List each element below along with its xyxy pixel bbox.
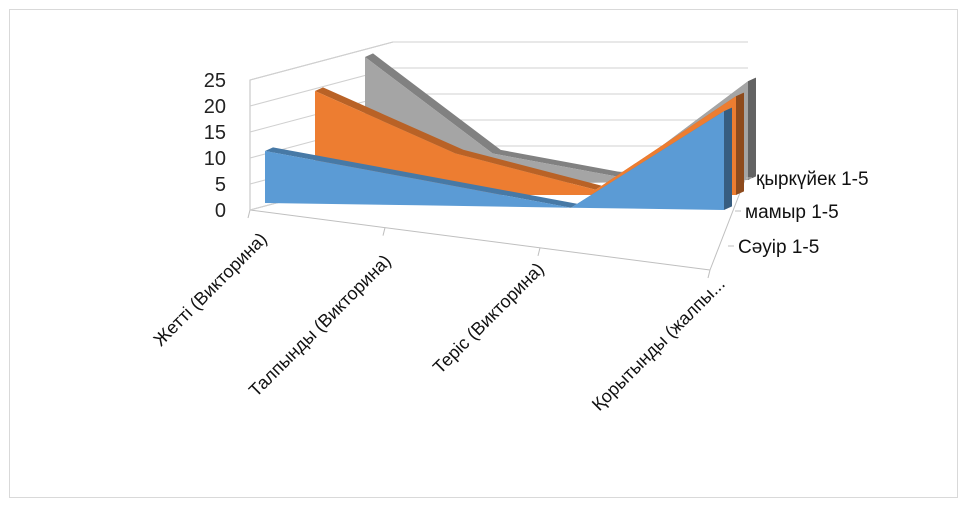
area-series	[265, 53, 756, 210]
series-label: Сәуір 1-5	[738, 237, 819, 258]
y-tick-label: 20	[204, 96, 226, 118]
gridline	[249, 41, 748, 81]
x-tick-mark	[707, 269, 711, 279]
y-tick-label: 25	[204, 70, 226, 92]
area-series-1	[265, 111, 724, 210]
chart-frame	[9, 9, 958, 498]
y-tick-label: 10	[204, 148, 226, 170]
area-side-face	[748, 77, 756, 180]
gridline	[249, 67, 748, 107]
category-label: Теріс (Викторина)	[429, 259, 548, 378]
series-label: мамыр 1-5	[745, 202, 839, 223]
floor-front-edge	[249, 209, 711, 271]
series-labels: Сәуір 1-5 мамыр 1-5 қыркүйек 1-5	[728, 169, 869, 258]
x-tick-mark	[382, 227, 386, 236]
area-side-face	[724, 107, 732, 210]
area-top-face	[315, 87, 744, 190]
y-tick-label: 0	[215, 200, 226, 222]
series-label: қыркүйек 1-5	[756, 169, 869, 190]
y-tick-label: 5	[215, 174, 226, 196]
area-top-face	[365, 53, 756, 178]
category-label: Қорытынды (жалпы...	[588, 274, 729, 415]
x-tick-mark	[537, 247, 541, 256]
category-label: Жетті (Викторина)	[150, 229, 271, 350]
category-labels: Жетті (Викторина)Талпынды (Викторина) Тер…	[150, 229, 729, 415]
category-label: Талпынды (Викторина)	[245, 251, 395, 401]
x-tick-mark	[247, 209, 251, 219]
y-axis-tick-labels: 0 5 10 15 20 25	[204, 70, 226, 222]
y-tick-label: 15	[204, 122, 226, 144]
area-series-2	[315, 91, 736, 195]
x-axis-tick-marks	[247, 209, 711, 279]
area-side-face	[736, 92, 744, 195]
